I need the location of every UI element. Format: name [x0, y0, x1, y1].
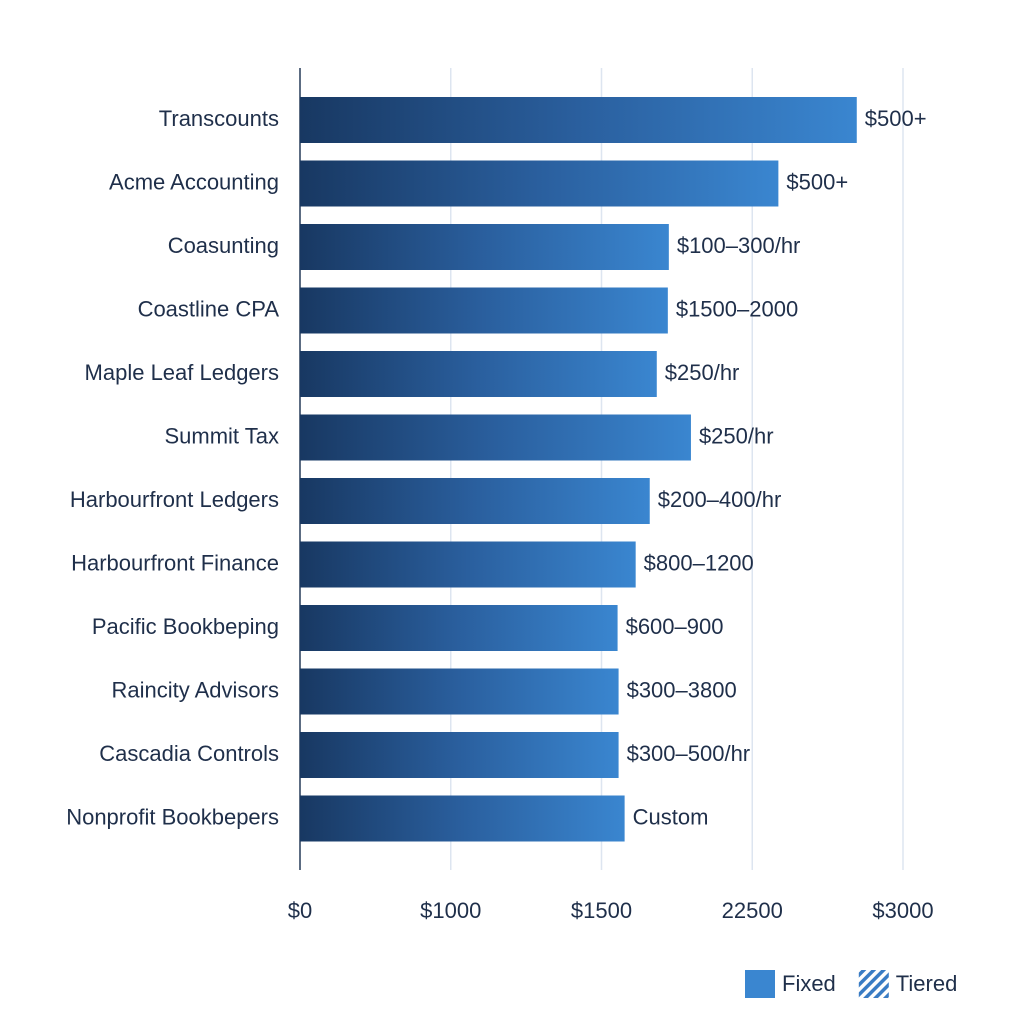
- x-tick-label: $1500: [571, 898, 632, 923]
- value-label: $500+: [786, 169, 848, 194]
- bar: [300, 160, 779, 207]
- value-label: $300–3800: [627, 677, 737, 702]
- value-label: $800–1200: [644, 550, 754, 575]
- category-label: Coasunting: [168, 233, 279, 258]
- bar: [300, 478, 650, 524]
- category-label: Coastline CPA: [138, 296, 280, 321]
- bar: [300, 224, 669, 270]
- legend-swatch: [858, 970, 889, 998]
- bar: [300, 287, 668, 334]
- legend-label: Tiered: [896, 971, 958, 996]
- bar: [300, 541, 636, 588]
- category-label: Pacific Bookbeping: [92, 614, 279, 639]
- bar: [300, 351, 657, 397]
- x-tick-label: 22500: [722, 898, 783, 923]
- value-label: $100–300/hr: [677, 233, 801, 258]
- value-label: $1500–2000: [676, 296, 798, 321]
- x-tick-label: $0: [288, 898, 312, 923]
- legend-label: Fixed: [782, 971, 836, 996]
- category-label: Harbourfront Finance: [71, 550, 279, 575]
- category-label: Harbourfront Ledgers: [70, 487, 279, 512]
- bar: [300, 414, 691, 461]
- value-label: Custom: [633, 804, 709, 829]
- category-label: Maple Leaf Ledgers: [85, 360, 279, 385]
- bar: [300, 605, 618, 651]
- value-label: $250/hr: [699, 423, 774, 448]
- category-label: Raincity Advisors: [111, 677, 279, 702]
- bar: [300, 732, 619, 778]
- category-label: Nonprofit Bookbepers: [66, 804, 279, 829]
- bar: [300, 795, 625, 842]
- x-tick-label: $1000: [420, 898, 481, 923]
- category-label: Acme Accounting: [109, 169, 279, 194]
- value-label: $250/hr: [665, 360, 740, 385]
- x-tick-label: $3000: [872, 898, 933, 923]
- category-label: Cascadia Controls: [99, 741, 279, 766]
- value-label: $200–400/hr: [658, 487, 782, 512]
- category-label: Transcounts: [159, 106, 279, 131]
- bar: [300, 668, 619, 715]
- bar: [300, 97, 857, 143]
- value-label: $600–900: [626, 614, 724, 639]
- legend-swatch: [745, 970, 775, 998]
- value-label: $300–500/hr: [627, 741, 751, 766]
- category-label: Summit Tax: [164, 423, 279, 448]
- value-label: $500+: [865, 106, 927, 131]
